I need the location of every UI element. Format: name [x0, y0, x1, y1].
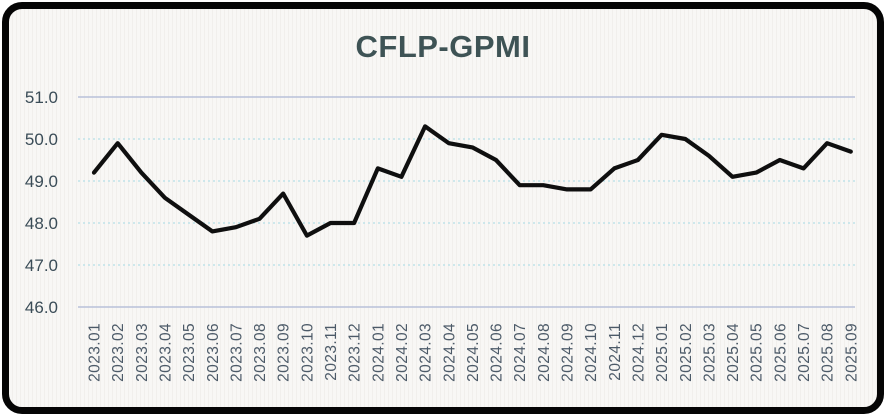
x-tick-label: 2023.09 [276, 323, 293, 382]
x-tick-label: 2023.10 [299, 323, 316, 382]
x-tick-label: 2023.11 [323, 323, 340, 381]
x-tick-label: 2024.12 [630, 323, 647, 382]
x-tick-label: 2025.01 [654, 323, 671, 382]
x-tick-label: 2025.07 [796, 323, 813, 382]
y-tick-label: 48.0 [25, 214, 58, 233]
x-tick-label: 2025.09 [843, 323, 860, 382]
x-tick-label: 2024.01 [370, 323, 387, 382]
x-tick-label: 2025.03 [701, 323, 718, 382]
x-tick-label: 2024.07 [512, 323, 529, 382]
x-tick-label: 2025.08 [820, 323, 837, 382]
x-tick-label: 2024.08 [536, 323, 553, 382]
x-tick-label: 2024.02 [394, 323, 411, 382]
x-tick-label: 2023.06 [205, 323, 222, 382]
x-tick-label: 2025.04 [725, 323, 742, 382]
y-tick-label: 49.0 [25, 172, 58, 191]
x-tick-label: 2023.07 [228, 323, 245, 382]
y-tick-label: 50.0 [25, 130, 58, 149]
x-tick-label: 2024.11 [607, 323, 624, 381]
x-tick-label: 2025.02 [678, 323, 695, 382]
y-tick-label: 51.0 [25, 88, 58, 107]
x-tick-label: 2023.01 [87, 323, 104, 382]
x-tick-label: 2024.04 [441, 323, 458, 382]
x-tick-label: 2023.12 [347, 323, 364, 382]
x-tick-label: 2024.06 [489, 323, 506, 382]
y-tick-label: 46.0 [25, 298, 58, 317]
x-tick-label: 2025.05 [749, 323, 766, 382]
y-tick-label: 47.0 [25, 256, 58, 275]
x-tick-label: 2024.10 [583, 323, 600, 382]
x-tick-label: 2025.06 [772, 323, 789, 382]
x-tick-label: 2023.08 [252, 323, 269, 382]
x-tick-label: 2023.04 [157, 323, 174, 382]
x-tick-label: 2024.05 [465, 323, 482, 382]
x-tick-label: 2023.03 [134, 323, 151, 382]
x-tick-label: 2024.03 [418, 323, 435, 382]
data-line [91, 124, 853, 238]
x-tick-label: 2023.02 [110, 323, 127, 382]
x-tick-label: 2023.05 [181, 323, 198, 382]
chart-title: CFLP-GPMI [355, 29, 531, 64]
x-tick-label: 2024.09 [560, 323, 577, 382]
